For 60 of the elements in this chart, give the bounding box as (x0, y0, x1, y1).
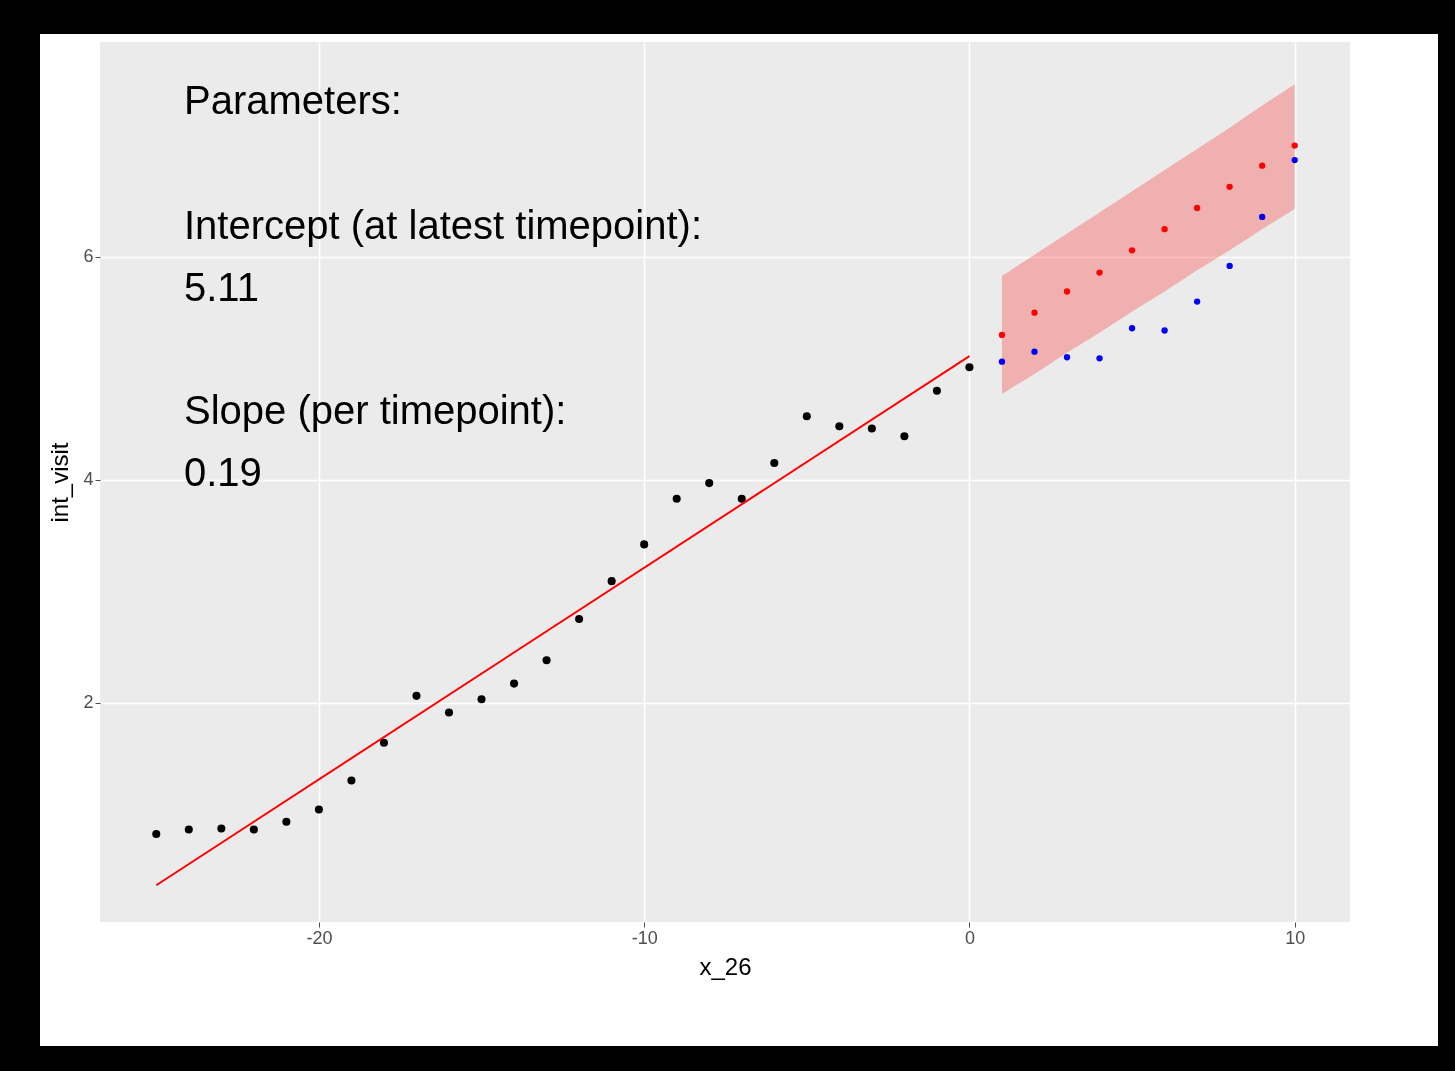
point (1291, 142, 1298, 149)
point (379, 738, 388, 747)
point (1193, 204, 1201, 212)
annotation: Slope (per timepoint): (184, 388, 567, 432)
point (282, 817, 291, 826)
point (477, 695, 486, 704)
x-tick-label: -20 (306, 927, 333, 948)
point (152, 829, 161, 839)
point (835, 422, 844, 431)
point (217, 824, 226, 833)
point (802, 412, 811, 421)
point (347, 776, 356, 785)
point (932, 386, 941, 395)
point (1161, 225, 1168, 233)
point (640, 540, 649, 549)
point (737, 494, 746, 503)
point (184, 825, 193, 834)
point (1259, 213, 1266, 221)
point (1128, 247, 1136, 254)
y-tick-label: 6 (83, 246, 94, 267)
annotation: 0.19 (184, 450, 262, 494)
y-tick-label: 4 (83, 469, 94, 490)
point (965, 363, 974, 372)
point (1161, 327, 1168, 334)
x-tick-label: 0 (964, 927, 975, 948)
point (1193, 298, 1201, 305)
point (575, 614, 584, 624)
point (900, 432, 909, 441)
x-axis-title: x_26 (699, 952, 752, 980)
point (1128, 325, 1136, 332)
point (672, 494, 681, 503)
y-tick-label: 2 (83, 692, 94, 713)
point (1031, 309, 1038, 316)
y-axis-title: int_visit (46, 442, 74, 523)
point (607, 577, 616, 586)
x-tick-label: 10 (1285, 927, 1306, 948)
point (1259, 162, 1266, 169)
point (705, 479, 714, 488)
point (1063, 288, 1071, 295)
point (412, 691, 421, 700)
point (1031, 348, 1038, 355)
point (249, 825, 258, 834)
point (1096, 355, 1103, 362)
point (1291, 156, 1298, 164)
annotation: 5.11 (184, 265, 259, 309)
x-tick-label: -10 (631, 927, 658, 948)
point (510, 679, 519, 688)
annotation: Parameters: (184, 78, 402, 122)
point (542, 656, 551, 665)
point (314, 805, 323, 814)
point (998, 331, 1006, 339)
point (867, 424, 876, 433)
annotation: Intercept (at latest timepoint): (184, 203, 703, 247)
point (1096, 269, 1103, 276)
point (770, 459, 779, 468)
point (998, 358, 1006, 365)
point (444, 708, 454, 717)
point (1063, 354, 1071, 361)
point (1226, 262, 1233, 270)
point (1226, 183, 1233, 190)
